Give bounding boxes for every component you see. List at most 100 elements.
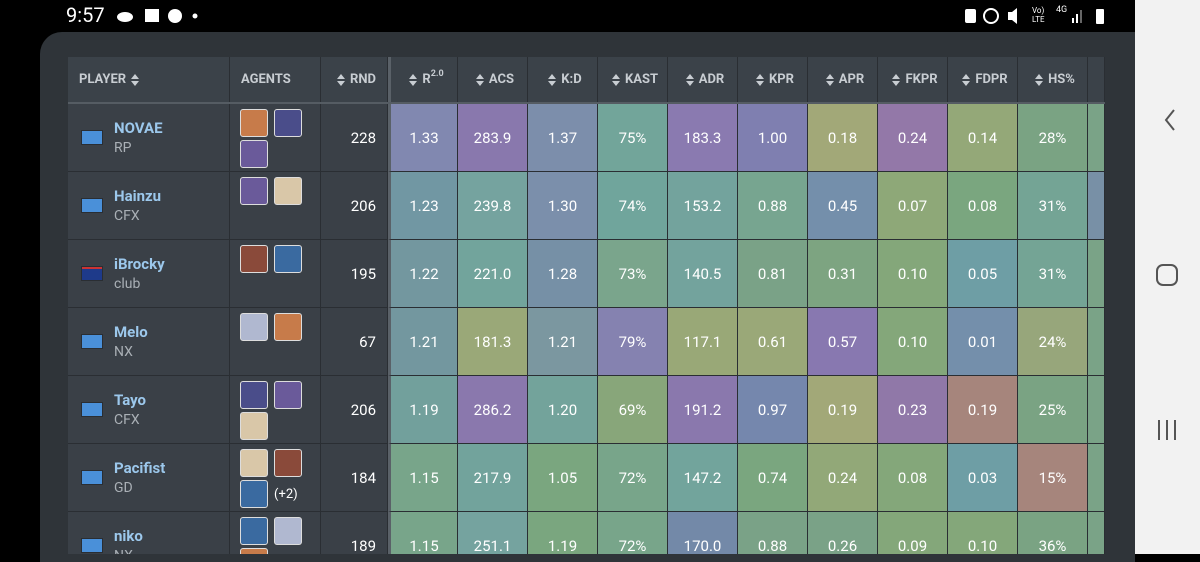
stat-cell: 24% [1018, 308, 1088, 376]
player-name[interactable]: Melo [114, 323, 148, 341]
stat-cell: 0.23 [878, 376, 948, 444]
player-cell: NOVAE RP [68, 104, 230, 172]
stat-cell: 283.9 [458, 104, 528, 172]
stat-value: 0.97 [757, 400, 788, 419]
rounds: 184 [350, 468, 376, 487]
stat-cell: 0.74 [738, 444, 808, 512]
stat-value: 191.2 [683, 400, 722, 419]
stat-cell: 1.37 [528, 104, 598, 172]
stat-cell: 69% [598, 376, 668, 444]
sort-icon [475, 73, 484, 86]
player-name[interactable]: iBrocky [114, 255, 165, 273]
stat-value: 0.10 [897, 264, 928, 283]
column-header[interactable]: KAST [598, 57, 668, 102]
stat-cell: 1.28 [528, 240, 598, 308]
agent-icon [240, 449, 268, 477]
player-name[interactable]: Hainzu [114, 187, 162, 205]
player-cell: Melo NX [68, 308, 230, 376]
agent-icon [274, 517, 302, 545]
stat-cell: 74% [598, 172, 668, 240]
agent-icon [240, 517, 268, 545]
rounds-cell: 195 [321, 240, 388, 308]
stat-value: 0.26 [827, 536, 858, 555]
stat-value: 0.03 [967, 468, 998, 487]
rounds: 195 [350, 264, 376, 283]
stat-value: 153.2 [683, 196, 722, 215]
header-divider [68, 102, 1105, 104]
sort-icon [962, 73, 971, 86]
column-header[interactable]: FKPR [878, 57, 948, 102]
stat-value: 140.5 [683, 264, 722, 283]
stat-cell: 0.61 [738, 308, 808, 376]
flag [81, 538, 103, 553]
stat-cell: 73% [598, 240, 668, 308]
recents-button[interactable] [1158, 420, 1176, 440]
flag [81, 130, 103, 145]
player-name[interactable]: Pacifist [114, 459, 166, 477]
agent-icon [240, 177, 268, 205]
team-name: CFX [114, 208, 140, 224]
column-header[interactable]: APR [808, 57, 878, 102]
agents-more: (+2) [274, 487, 298, 502]
stat-cell: 1.23 [388, 172, 458, 240]
stat-cell: 140.5 [668, 240, 738, 308]
stat-cell: 251.1 [458, 512, 528, 554]
player-name[interactable]: Tayo [114, 391, 147, 409]
header-text: FKPR [905, 72, 938, 87]
sort-icon [131, 73, 140, 86]
player-cell: Hainzu CFX [68, 172, 230, 240]
header-sup: 2.0 [430, 68, 444, 79]
agent-icon [240, 140, 268, 168]
player-name[interactable]: NOVAE [114, 119, 163, 137]
stat-cell-partial [1088, 104, 1105, 172]
stat-cell: 0.08 [948, 172, 1018, 240]
player-name[interactable]: niko [114, 527, 143, 545]
agent-icon [274, 313, 302, 341]
column-header[interactable]: R 2.0 [388, 57, 458, 102]
stat-cell: 31% [1018, 240, 1088, 308]
status-bar: 9:57 Vo) LTE 4G [0, 0, 1135, 32]
stat-cell: 1.21 [528, 308, 598, 376]
flag [81, 266, 103, 281]
column-header[interactable]: FDPR [948, 57, 1018, 102]
column-header[interactable]: PLAYER [68, 57, 230, 102]
back-button[interactable] [1164, 109, 1175, 131]
player-cell: iBrocky club [68, 240, 230, 308]
flag [81, 470, 103, 485]
column-header[interactable]: RND [321, 57, 388, 102]
stat-cell-partial [1088, 172, 1105, 240]
stat-cell: 1.19 [388, 376, 458, 444]
rounds: 228 [350, 128, 376, 147]
column-header[interactable]: KPR [738, 57, 808, 102]
agent-icon [240, 109, 268, 137]
stat-value: 283.9 [473, 128, 512, 147]
column-header[interactable]: ADR [668, 57, 738, 102]
agent-icon [240, 412, 268, 440]
player-info: iBrocky club [114, 255, 165, 292]
column-header[interactable]: K:D [528, 57, 598, 102]
stat-value: 0.81 [757, 264, 788, 283]
stat-value: 0.01 [967, 332, 998, 351]
column-header[interactable]: HS% [1018, 57, 1088, 102]
stat-value: 0.24 [897, 128, 928, 147]
column-header[interactable]: ACS [458, 57, 528, 102]
sort-icon [892, 73, 901, 86]
stat-cell: 1.20 [528, 376, 598, 444]
stat-value: 1.19 [547, 536, 578, 555]
stat-value: 1.00 [757, 128, 788, 147]
stat-value: 1.21 [547, 332, 578, 351]
flag [81, 402, 103, 417]
agent-icon [240, 313, 268, 341]
stat-value: 0.24 [827, 468, 858, 487]
stat-cell: 0.88 [738, 172, 808, 240]
team-name: RP [114, 140, 132, 156]
stat-value: 25% [1038, 400, 1067, 419]
stat-cell: 1.15 [388, 444, 458, 512]
stat-cell: 31% [1018, 172, 1088, 240]
home-button[interactable] [1156, 264, 1178, 286]
header-text: RND [350, 72, 376, 87]
stat-cell: 0.08 [878, 444, 948, 512]
stat-cell: 0.14 [948, 104, 1018, 172]
stat-value: 0.14 [967, 128, 998, 147]
player-info: Hainzu CFX [114, 187, 161, 224]
